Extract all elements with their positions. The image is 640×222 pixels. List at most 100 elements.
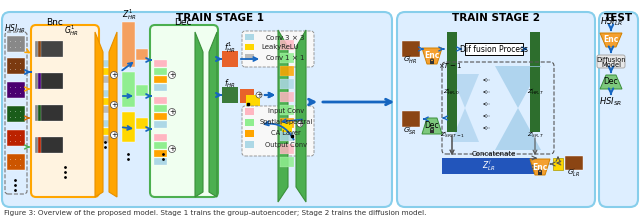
Text: Enc: Enc <box>424 52 440 61</box>
Text: $G^i_{LR}$: $G^i_{LR}$ <box>568 166 580 180</box>
Bar <box>122 112 135 142</box>
Bar <box>154 76 167 83</box>
Bar <box>245 119 254 126</box>
Text: $HSI_{SR}$: $HSI_{SR}$ <box>599 96 623 108</box>
Polygon shape <box>209 32 217 197</box>
Text: $Z^i_{HR,0}$: $Z^i_{HR,0}$ <box>444 87 461 97</box>
Bar <box>38 73 60 89</box>
Text: CA Layer: CA Layer <box>271 131 301 137</box>
Text: +: + <box>111 72 117 78</box>
Bar <box>245 108 254 115</box>
Bar <box>154 105 167 112</box>
Text: TRAIN STAGE 2: TRAIN STAGE 2 <box>452 13 540 23</box>
Bar <box>280 131 294 141</box>
Text: Input Conv: Input Conv <box>268 109 304 115</box>
Text: $Z^1_{HR}$: $Z^1_{HR}$ <box>122 8 136 22</box>
Bar <box>41 105 63 121</box>
Bar <box>402 41 420 57</box>
FancyBboxPatch shape <box>242 31 314 67</box>
FancyBboxPatch shape <box>150 25 218 197</box>
Bar <box>154 142 167 149</box>
Text: Enc: Enc <box>532 163 548 172</box>
Bar <box>245 54 254 60</box>
Bar <box>222 87 238 103</box>
Text: Dec: Dec <box>425 121 439 131</box>
Text: Conv 1 $\times$ 1: Conv 1 $\times$ 1 <box>265 52 305 61</box>
Text: +: + <box>297 121 303 127</box>
Bar <box>154 134 167 141</box>
Text: TEST: TEST <box>604 13 632 23</box>
Bar <box>246 95 260 109</box>
FancyBboxPatch shape <box>397 12 595 207</box>
Bar <box>41 137 63 153</box>
Text: +: + <box>169 72 175 78</box>
Polygon shape <box>422 118 442 134</box>
Text: +: + <box>111 132 117 138</box>
Bar <box>38 105 60 121</box>
Bar <box>7 154 25 170</box>
Text: $G^i_{SR}$: $G^i_{SR}$ <box>403 124 417 138</box>
Text: Dif fusion Process: Dif fusion Process <box>460 44 528 54</box>
Text: $HSI_{LR}$: $HSI_{LR}$ <box>600 16 623 28</box>
Bar <box>38 137 60 153</box>
Bar <box>35 137 57 153</box>
Polygon shape <box>422 48 442 64</box>
Bar <box>245 141 254 148</box>
Bar <box>96 98 109 105</box>
Bar <box>136 49 148 60</box>
Bar <box>280 53 294 63</box>
Text: Model: Model <box>601 62 621 68</box>
Bar <box>447 67 457 132</box>
Bar <box>282 122 292 132</box>
Bar <box>245 44 254 50</box>
Text: Figure 3: Overview of the proposed model. Stage 1 trains the group-autoencoder; : Figure 3: Overview of the proposed model… <box>4 210 426 216</box>
Polygon shape <box>495 66 541 108</box>
Polygon shape <box>451 74 479 108</box>
Bar <box>154 121 167 128</box>
Bar <box>41 73 63 89</box>
FancyBboxPatch shape <box>597 55 625 68</box>
Text: +: + <box>169 109 175 115</box>
Text: +: + <box>256 92 262 98</box>
Polygon shape <box>530 159 550 175</box>
Text: +: + <box>169 146 175 152</box>
Circle shape <box>168 145 175 153</box>
Bar <box>96 90 109 97</box>
Bar <box>7 36 25 52</box>
Polygon shape <box>95 32 103 197</box>
Bar <box>240 89 254 103</box>
Bar <box>136 85 148 96</box>
Text: Conv 3 $\times$ 3: Conv 3 $\times$ 3 <box>265 32 305 42</box>
Text: $Z^i_{LR}$: $Z^i_{LR}$ <box>482 159 496 173</box>
Bar <box>38 41 60 57</box>
Circle shape <box>111 101 118 109</box>
FancyBboxPatch shape <box>242 106 314 156</box>
Polygon shape <box>600 33 622 47</box>
Bar <box>154 113 167 120</box>
Text: $Z^i_{SR,T}$: $Z^i_{SR,T}$ <box>527 130 545 140</box>
FancyBboxPatch shape <box>31 25 99 197</box>
Text: $Z^i_{SR,T-1}$: $Z^i_{SR,T-1}$ <box>440 130 465 140</box>
Bar <box>41 41 63 57</box>
Bar <box>96 76 109 83</box>
Bar <box>280 157 294 167</box>
Bar <box>280 40 294 50</box>
Text: $f_{HR}$: $f_{HR}$ <box>224 78 236 90</box>
Text: $HSI_{HR}$: $HSI_{HR}$ <box>4 23 26 35</box>
Bar <box>530 32 540 87</box>
Polygon shape <box>600 75 622 89</box>
Text: Bnc: Bnc <box>47 18 63 28</box>
Bar <box>154 60 167 67</box>
Polygon shape <box>109 32 117 197</box>
Polygon shape <box>451 108 479 142</box>
Text: $G^i_{HR}$: $G^i_{HR}$ <box>403 53 417 67</box>
Circle shape <box>168 71 175 79</box>
Bar <box>154 68 167 75</box>
Bar <box>430 130 434 133</box>
Bar <box>154 150 167 157</box>
Circle shape <box>168 109 175 115</box>
Text: $G^1_{HR}$: $G^1_{HR}$ <box>65 24 79 38</box>
Bar <box>136 118 148 129</box>
Bar <box>154 84 167 91</box>
Bar <box>96 120 109 127</box>
